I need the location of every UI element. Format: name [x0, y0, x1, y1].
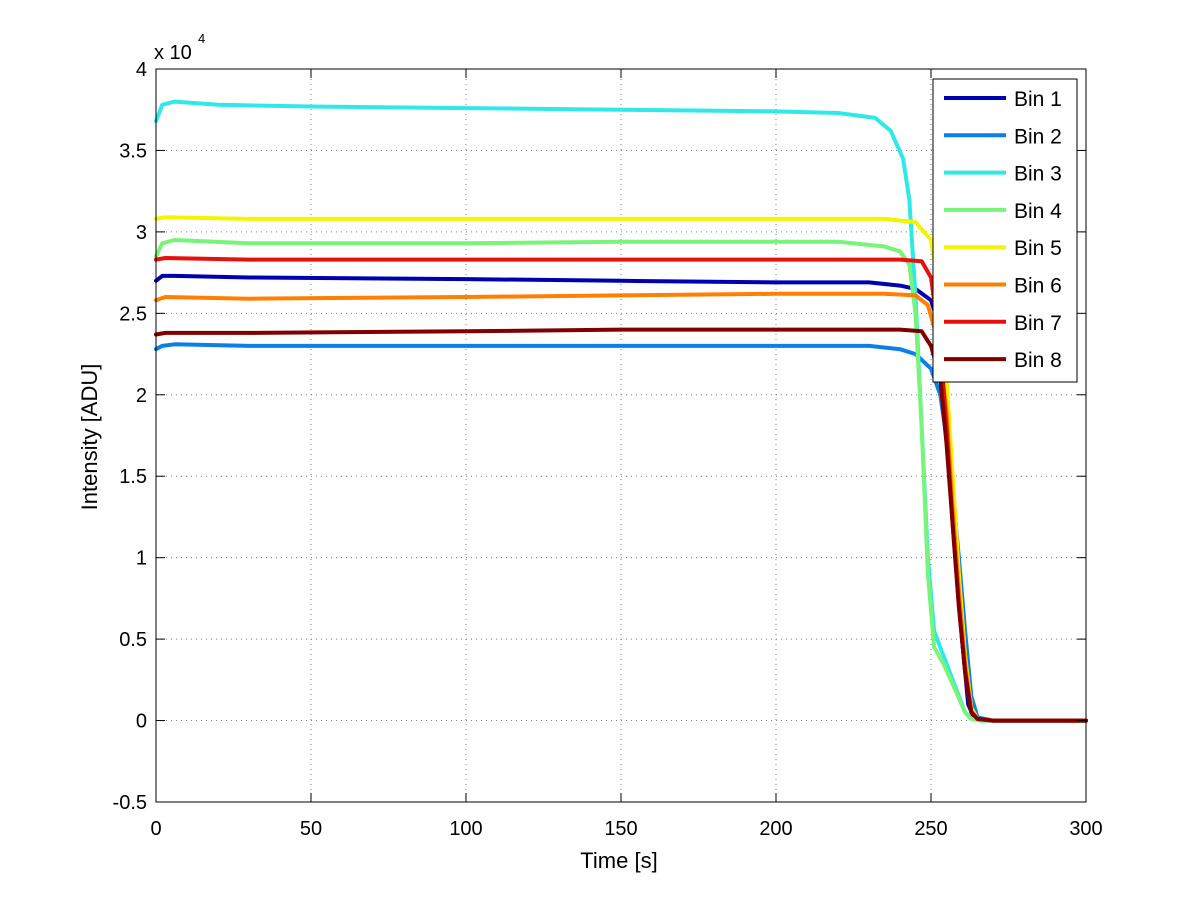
y-tick-label: 0	[136, 711, 147, 733]
y-tick-label: 1.5	[119, 466, 147, 488]
legend-label-bin-8: Bin 8	[1014, 349, 1062, 372]
y-tick-label: 0.5	[119, 629, 147, 651]
legend-label-bin-2: Bin 2	[1014, 125, 1062, 148]
x-tick-label: 250	[914, 818, 947, 840]
legend-label-bin-4: Bin 4	[1014, 200, 1062, 223]
legend-label-bin-3: Bin 3	[1014, 163, 1062, 186]
legend-label-bin-7: Bin 7	[1014, 312, 1062, 335]
axis-ticks	[155, 68, 1087, 803]
legend-label-bin-1: Bin 1	[1014, 88, 1062, 111]
x-tick-labels: 0 50 100 150 200 250 300	[150, 818, 1102, 840]
x-tick-label: 200	[759, 818, 792, 840]
x-tick-label: 300	[1069, 818, 1102, 840]
y-tick-label: 2.5	[119, 303, 147, 325]
legend-label-bin-6: Bin 6	[1014, 275, 1062, 298]
x-axis-label: Time [s]	[580, 848, 657, 873]
x-tick-label: 100	[449, 818, 482, 840]
legend-label-bin-5: Bin 5	[1014, 237, 1062, 260]
series-line-bin-4	[154, 238, 1088, 723]
x-tick-label: 0	[150, 818, 161, 840]
y-exponent-label: x 10	[154, 42, 192, 64]
y-tick-label: 4	[136, 59, 147, 81]
y-tick-label: 1	[136, 548, 147, 570]
x-tick-label: 50	[300, 818, 322, 840]
y-tick-label: 3	[136, 222, 147, 244]
legend: Bin 1 Bin 2 Bin 3 Bin 4 Bin 5 Bin 6 Bin 7 Bin 8	[932, 78, 1078, 383]
y-tick-label: 3.5	[119, 140, 147, 162]
y-tick-labels: -0.5 0 0.5 1 1.5 2 2.5 3 3.5 4	[113, 59, 147, 814]
y-tick-label: 2	[136, 385, 147, 407]
y-tick-label: -0.5	[113, 792, 147, 814]
y-axis-label: Intensity [ADU]	[77, 364, 102, 511]
legend-box	[932, 78, 1078, 383]
x-tick-label: 150	[604, 818, 637, 840]
y-exponent-value: 4	[198, 31, 205, 46]
